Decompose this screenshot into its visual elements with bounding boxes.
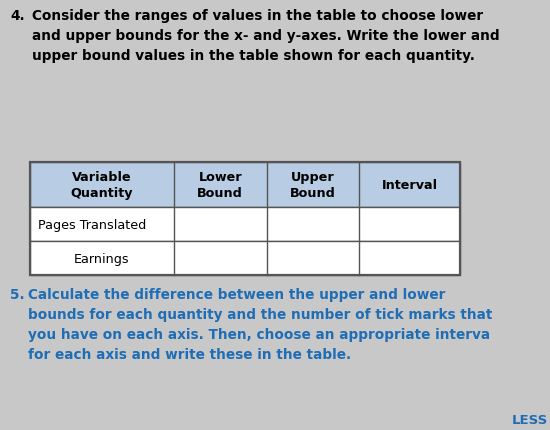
- Bar: [30, 163, 460, 275]
- Bar: [30, 208, 460, 242]
- Text: LESS: LESS: [512, 413, 548, 426]
- Text: Earnings: Earnings: [74, 252, 130, 265]
- Bar: [30, 242, 460, 275]
- Bar: [30, 163, 460, 208]
- Text: Variable
Quantity: Variable Quantity: [71, 170, 133, 200]
- Text: Consider the ranges of values in the table to choose lower
and upper bounds for : Consider the ranges of values in the tab…: [32, 9, 499, 63]
- Text: Interval: Interval: [381, 179, 438, 192]
- Text: Pages Translated: Pages Translated: [38, 218, 146, 231]
- Text: 5.: 5.: [10, 287, 25, 301]
- Text: Calculate the difference between the upper and lower
bounds for each quantity an: Calculate the difference between the upp…: [28, 287, 492, 361]
- Text: 4.: 4.: [10, 9, 25, 23]
- Text: Upper
Bound: Upper Bound: [290, 170, 336, 200]
- Text: Lower
Bound: Lower Bound: [197, 170, 243, 200]
